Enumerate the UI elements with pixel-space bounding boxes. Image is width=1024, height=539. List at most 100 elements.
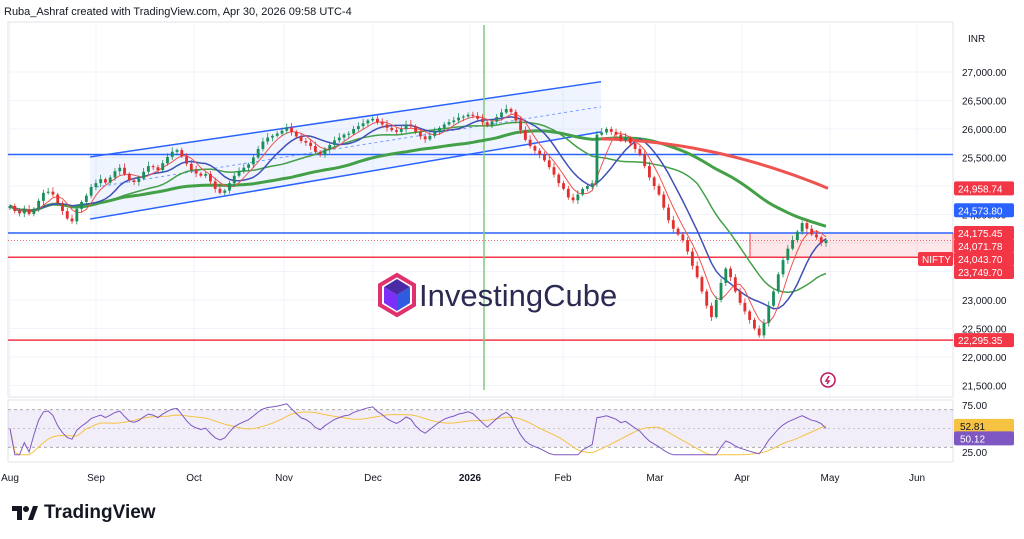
horizontal-levels	[8, 153, 953, 341]
candle-body	[99, 179, 103, 184]
candle-body	[318, 151, 322, 155]
sma-long-red-line	[601, 137, 829, 190]
candle-body	[123, 167, 126, 175]
price-tag-bg	[954, 251, 1014, 266]
candle-body	[137, 178, 141, 183]
price-tag-bg	[954, 225, 1014, 240]
symbol-tag-bg	[918, 251, 953, 266]
main-pane[interactable]	[7, 21, 954, 398]
candle-body	[495, 117, 499, 122]
candle-body	[719, 282, 723, 300]
candle-body	[342, 134, 346, 138]
lightning-icon[interactable]	[820, 372, 836, 388]
time-axis-label: Dec	[364, 473, 382, 484]
candle-body	[232, 175, 236, 184]
candle-body	[767, 305, 771, 323]
candle-body	[352, 129, 356, 134]
candle-body	[595, 134, 599, 184]
candle-body	[671, 220, 675, 229]
candle-body	[237, 171, 241, 176]
candle-body	[251, 157, 255, 165]
channel-mid-line	[89, 106, 602, 189]
candle-body	[80, 201, 84, 209]
time-axis[interactable]: Aug Sep Oct Nov Dec 2026 Feb Mar Apr May Jun	[1, 473, 925, 484]
candle-body	[461, 116, 465, 118]
candle-body	[624, 137, 628, 141]
rsi-ma-tag-bg	[954, 418, 1014, 433]
candle-body	[261, 141, 265, 149]
grid	[8, 22, 953, 462]
candle-body	[94, 183, 98, 188]
candle-body	[395, 130, 398, 132]
price-tag-label: 23,749.70	[958, 268, 1003, 279]
candle-body	[686, 240, 690, 252]
price-tick-label: 21,500.00	[962, 382, 1007, 393]
candle-body	[228, 183, 231, 191]
candle-body	[705, 291, 709, 306]
moving-averages	[9, 113, 829, 325]
candle-body	[485, 122, 489, 126]
candle-body	[18, 211, 21, 214]
rsi-ma-tag-label: 52.81	[960, 422, 985, 433]
candle-body	[648, 166, 651, 178]
candle-body	[652, 177, 656, 186]
candle-body	[619, 134, 623, 141]
candle-body	[294, 131, 298, 137]
tradingview-logo[interactable]: TradingView	[12, 502, 156, 524]
price-tag-label: 24,043.70	[958, 255, 1003, 266]
candle-body	[714, 300, 718, 318]
time-axis-label: Apr	[734, 473, 750, 484]
candle-body	[724, 268, 728, 283]
price-tag-bg	[954, 181, 1014, 196]
candle-body	[356, 126, 360, 129]
candle-body	[180, 150, 184, 157]
candle-body	[380, 122, 384, 125]
price-tick-label: 22,500.00	[962, 325, 1007, 336]
time-axis-label: Mar	[646, 473, 664, 484]
candle-body	[285, 127, 289, 131]
candle-body	[667, 207, 670, 221]
price-tag-label: 24,071.78	[958, 242, 1003, 253]
candle-body	[385, 124, 389, 128]
investingcube-logo	[378, 272, 416, 318]
price-tag-label: 22,295.35	[958, 336, 1003, 347]
price-tag-bg	[954, 238, 1014, 253]
candle-body	[414, 126, 418, 132]
rsi-tick-label: 25.00	[962, 448, 987, 459]
candle-body	[523, 130, 527, 140]
candle-body	[51, 191, 55, 195]
candle-body	[433, 131, 437, 136]
candle-body	[815, 234, 818, 238]
price-tick-label: 25,500.00	[962, 154, 1007, 165]
candle-body	[638, 148, 642, 155]
candle-body	[13, 205, 17, 212]
rsi-pane[interactable]	[7, 399, 954, 463]
time-axis-label: Aug	[1, 473, 19, 484]
candle-body	[204, 174, 208, 176]
time-axis-label: Feb	[554, 473, 572, 484]
candle-body	[733, 277, 737, 292]
candle-body	[371, 118, 375, 121]
time-axis-label: Jun	[909, 473, 925, 484]
candle-body	[170, 151, 174, 157]
candle-body	[242, 167, 246, 172]
candle-body	[70, 218, 74, 222]
candle-body	[46, 191, 50, 193]
candle-body	[27, 209, 31, 214]
candle-body	[795, 231, 799, 241]
candle-body	[585, 186, 589, 189]
candle-body	[681, 234, 685, 241]
rsi-tag-label: 50.12	[960, 434, 985, 445]
candle-body	[142, 171, 146, 179]
candle-body	[247, 164, 251, 168]
candle-body	[361, 123, 365, 127]
candle-body	[628, 137, 632, 144]
candle-body	[452, 120, 456, 123]
candle-body	[428, 135, 432, 140]
candle-body	[547, 160, 551, 168]
time-axis-label: Oct	[186, 473, 202, 484]
channel-lower-line	[89, 131, 602, 220]
candle-body	[748, 311, 752, 320]
candle-body	[418, 131, 422, 137]
